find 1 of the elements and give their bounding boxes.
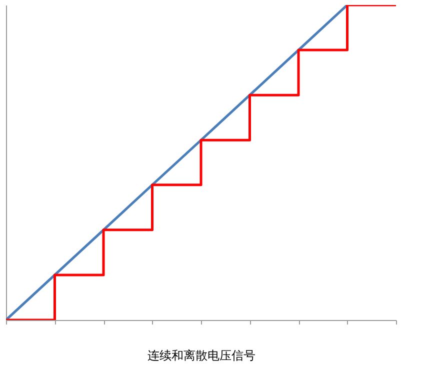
x-axis-title: 连续和离散电压信号 xyxy=(148,348,256,362)
